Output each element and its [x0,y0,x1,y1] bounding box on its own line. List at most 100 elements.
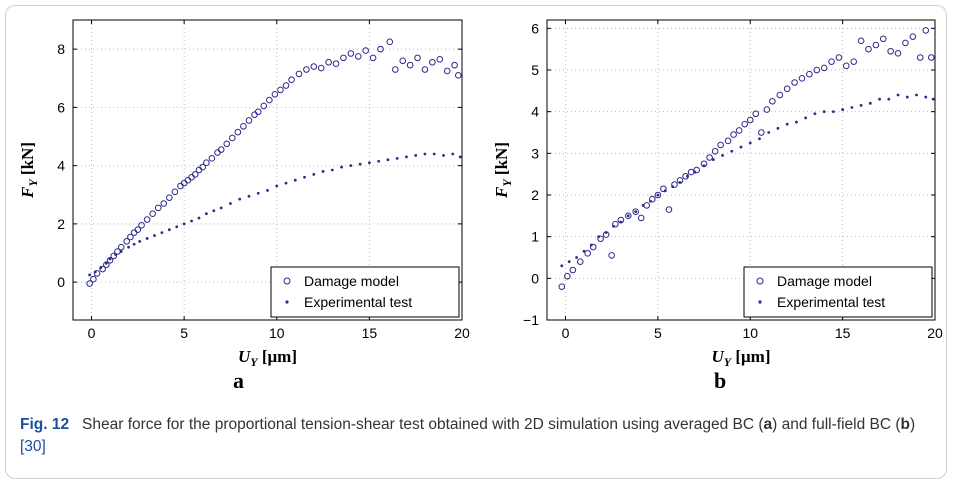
figure-frame [5,5,947,479]
data-point [915,93,918,97]
data-point [706,154,713,161]
panel-label-a: a [233,368,244,393]
data-point [234,128,242,136]
data-point [154,204,162,212]
data-point [909,33,917,40]
data-point [256,191,260,195]
legend-marker-dot [285,300,289,304]
data-point [711,158,715,161]
data-point [386,38,394,46]
data-point [167,228,171,232]
data-point [763,106,771,113]
data-point [191,171,199,178]
data-point [214,149,221,156]
data-point [612,220,619,228]
y-tick-label: 0 [531,270,539,286]
data-point [240,123,247,130]
data-point [171,188,179,196]
data-point [820,64,828,72]
legend-marker-circle [756,277,764,285]
data-point [184,176,192,184]
data-point [175,225,179,229]
caption-text-1: Shear force for the proportional tension… [82,416,764,433]
series-experimental-test [88,152,462,277]
data-point [204,212,208,216]
data-point [654,191,662,199]
data-point [928,54,935,61]
data-point [177,182,184,190]
data-point [887,47,894,55]
data-point [321,170,325,173]
data-point [859,104,863,107]
data-point [340,165,343,169]
caption-citation[interactable]: [30] [20,438,46,455]
data-point [931,97,935,101]
legend-marker-circle [283,277,291,285]
data-point [687,168,695,176]
x-tick-label: 15 [835,325,851,341]
data-point [386,158,390,162]
data-point [671,181,678,188]
data-point [423,152,427,156]
data-point [399,57,407,65]
data-point [104,261,108,265]
data-point [665,206,673,213]
y-tick-label: −1 [523,312,539,328]
data-point [905,95,909,99]
data-point [160,231,164,235]
data-point [377,45,384,53]
data-point [293,178,297,182]
data-point [247,194,251,198]
data-point [229,134,236,142]
x-tick-label: 15 [362,325,378,341]
data-point [90,275,97,283]
data-point [643,202,651,209]
data-point [340,54,347,62]
data-point [850,106,854,109]
data-point [312,172,316,176]
data-point [632,208,639,215]
data-point [582,249,586,253]
data-point [604,231,608,234]
data-point [894,50,902,57]
data-point [330,168,334,172]
data-point [454,72,462,79]
data-point [284,181,288,185]
data-point [693,170,697,174]
data-point [804,116,808,120]
data-point [924,95,928,99]
plot-area-frame [72,19,463,321]
data-point [922,27,930,34]
data-point [160,200,168,207]
data-point [110,252,118,260]
data-point [758,129,765,136]
data-point [266,188,269,192]
x-tick-label: 20 [454,325,470,341]
data-point [758,137,761,141]
series-damage-model [86,38,462,287]
data-point [127,233,134,241]
data-point [166,194,173,201]
data-point [612,224,615,228]
data-point [721,154,724,157]
data-point [295,70,303,78]
data-point [822,110,826,114]
data-point [637,214,645,222]
data-point [879,35,887,43]
caption-text-3: ) and full-field BC ( [772,416,901,433]
legend: Damage model Experimental test [270,266,460,318]
data-point [608,252,615,259]
data-point [872,41,880,49]
data-point [746,116,754,124]
data-point [597,235,604,243]
data-point [310,63,318,70]
data-point [589,243,597,251]
data-point [752,110,760,118]
data-point [367,161,371,165]
y-tick-label: 2 [57,216,65,232]
data-point [332,60,340,67]
data-point [153,234,156,237]
data-point [678,181,682,184]
data-point [127,245,130,249]
